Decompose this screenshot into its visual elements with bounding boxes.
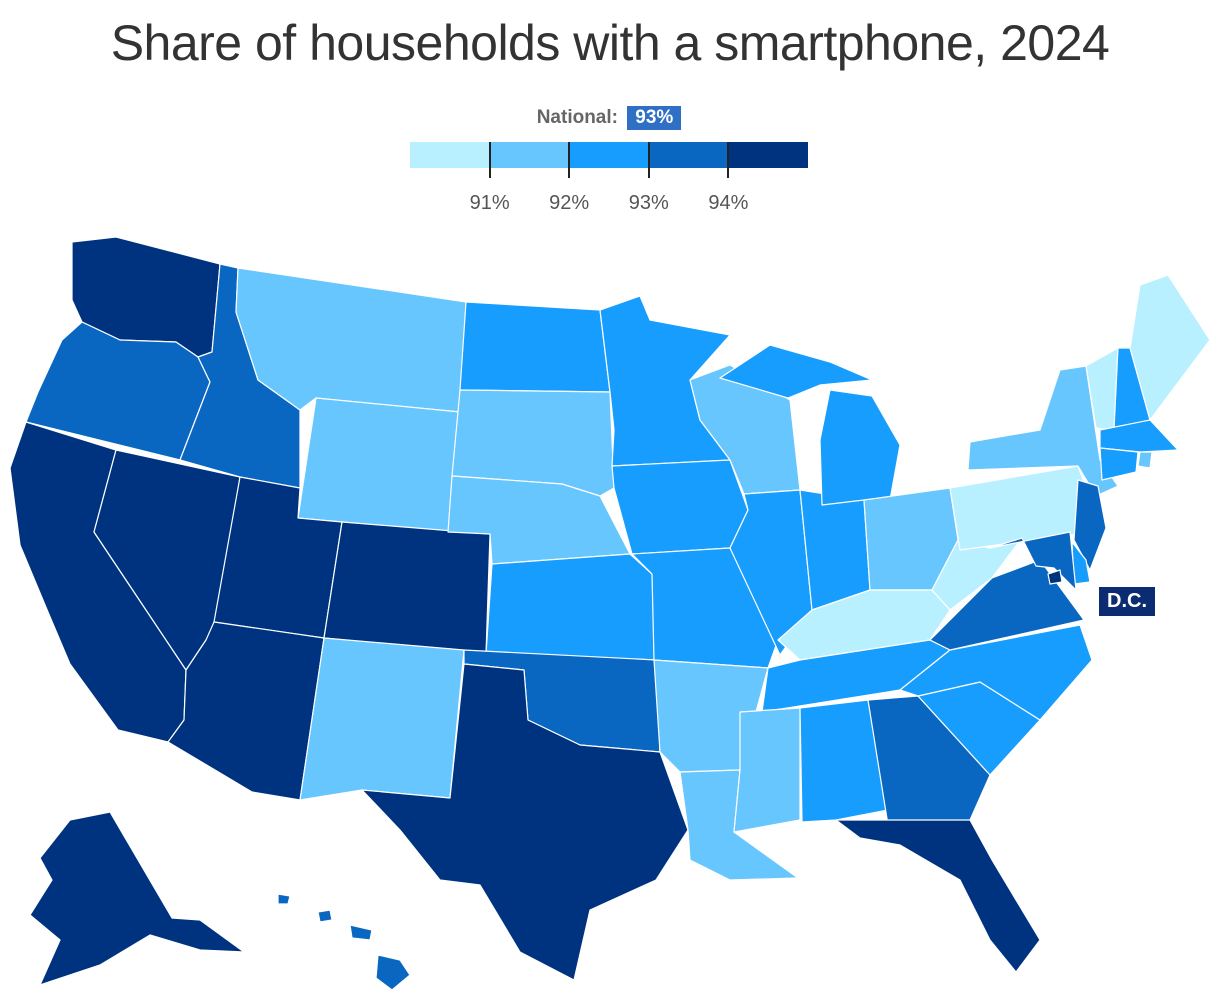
legend-bin-4 [728,142,808,168]
state-wy [297,397,461,533]
state-ms [733,707,801,833]
legend-tick-1 [568,142,571,178]
state-tx [361,663,689,981]
legend-tick-label-0: 91% [469,192,510,214]
state-ri [1137,451,1153,469]
state-hi [277,893,291,905]
legend-tick-0 [488,142,491,178]
state-nj [1073,479,1107,571]
legend-bin-2 [569,142,649,168]
state-ak [29,811,245,986]
legend-bin-3 [648,142,729,168]
state-va [929,559,1085,651]
legend-tick-label-2: 93% [628,192,669,214]
state-mi [819,389,901,506]
national-average: National: 93% [410,106,808,130]
national-value-badge: 93% [627,106,682,130]
legend-tick-label-1: 92% [549,192,590,214]
state-nc [899,624,1093,721]
state-nd [459,301,611,393]
legend-tick-2 [647,142,650,178]
legend-color-scale [410,142,808,168]
state-ct [1099,447,1139,481]
national-label: National: [536,107,618,128]
state-dc [1047,569,1063,585]
dc-callout-label: D.C. [1098,586,1156,617]
state-mi [719,344,873,399]
chart-title: Share of households with a smartphone, 2… [110,15,1110,71]
state-me [1129,274,1211,421]
state-ks [485,553,657,661]
state-hi [375,954,411,991]
state-nm [299,637,465,801]
state-hi [317,909,333,923]
legend-bin-0 [410,142,490,168]
state-md [989,531,1077,591]
legend-tick-3 [727,142,730,178]
legend-bin-1 [489,142,570,168]
legend-tick-label-3: 94% [708,192,749,214]
state-co [323,521,491,655]
state-in [799,489,871,611]
state-hi [349,924,373,941]
state-fl [835,819,1041,973]
state-ma [1099,419,1179,453]
state-al [799,699,889,823]
state-ga [867,695,991,826]
state-ia [611,459,749,555]
